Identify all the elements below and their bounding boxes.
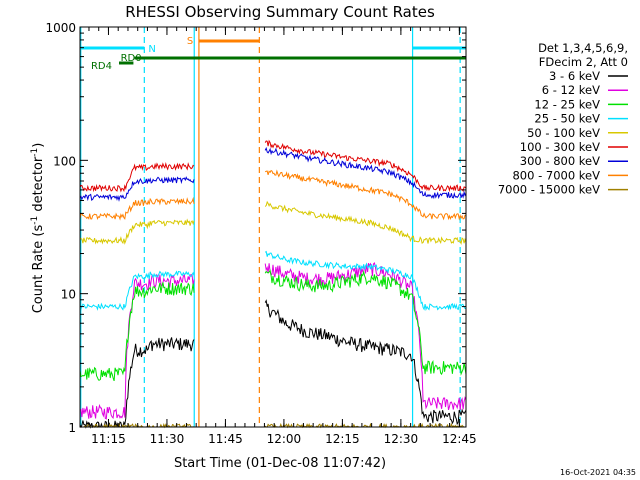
legend-label-0: 3 - 6 keV xyxy=(549,69,600,83)
y-axis-label-prefix: Count Rate (s xyxy=(31,225,46,314)
flag-label-rd0: RD0 xyxy=(121,53,142,64)
legend-label-2: 12 - 25 keV xyxy=(534,97,600,111)
y-axis-label-sup1: -1 xyxy=(30,216,40,225)
x-tick-label-4: 12:15 xyxy=(325,432,360,446)
series-line-3-1 xyxy=(264,250,467,312)
y-axis-label: Count Rate (s-1 detector-1) xyxy=(30,143,46,314)
y-tick-label-3: 1000 xyxy=(45,21,76,35)
legend: Det 1,3,4,5,6,9, FDecim 2, Att 0 3 - 6 k… xyxy=(498,41,628,197)
x-tick-label-3: 12:00 xyxy=(267,432,302,446)
series-line-1-1 xyxy=(264,261,467,411)
x-tick-label-2: 11:45 xyxy=(208,432,243,446)
axes: 11:15 11:30 11:45 12:00 12:15 12:30 12:45 1 10 10… xyxy=(45,21,476,446)
legend-label-4: 50 - 100 keV xyxy=(527,126,600,140)
series-line-1-0 xyxy=(79,273,195,420)
series-line-2-0 xyxy=(79,282,195,382)
series-line-4-0 xyxy=(79,218,195,245)
series-line-6-0 xyxy=(79,176,195,202)
y-axis-label-suffix: ) xyxy=(31,143,46,148)
x-tick-label-6: 12:45 xyxy=(442,432,477,446)
vertical-markers xyxy=(80,27,461,427)
plot-frame xyxy=(79,26,467,428)
legend-label-8: 7000 - 15000 keV xyxy=(498,183,600,197)
legend-label-1: 6 - 12 keV xyxy=(542,83,600,97)
legend-label-3: 25 - 50 keV xyxy=(534,112,600,126)
series-group xyxy=(79,139,467,429)
flag-label-n: N xyxy=(148,44,155,55)
chart-title: RHESSI Observing Summary Count Rates xyxy=(125,3,435,21)
flag-bars: N S RD0 RD4 xyxy=(80,36,466,72)
legend-label-6: 300 - 800 keV xyxy=(520,154,600,168)
series-line-7-1 xyxy=(264,169,466,221)
series-line-4-1 xyxy=(264,200,467,245)
y-axis-label-mid: detector xyxy=(31,156,46,216)
legend-header-line-2: FDecim 2, Att 0 xyxy=(539,55,628,69)
y-tick-label-1: 10 xyxy=(61,288,76,302)
series-line-8-1 xyxy=(264,422,466,429)
series-line-0-1 xyxy=(264,299,467,426)
series-line-5-0 xyxy=(79,162,195,193)
series-line-3-0 xyxy=(79,270,195,312)
x-tick-label-0: 11:15 xyxy=(91,432,126,446)
legend-label-5: 100 - 300 keV xyxy=(520,140,600,154)
series-line-7-0 xyxy=(79,196,195,221)
y-tick-label-0: 1 xyxy=(68,421,76,435)
legend-label-7: 800 - 7000 keV xyxy=(512,168,600,182)
flag-label-s: S xyxy=(187,36,193,47)
legend-header-line-1: Det 1,3,4,5,6,9, xyxy=(538,41,628,55)
series-line-5-1 xyxy=(264,139,467,193)
flag-label-rd4: RD4 xyxy=(91,61,112,72)
x-tick-label-1: 11:30 xyxy=(150,432,185,446)
timestamp: 16-Oct-2021 04:35 xyxy=(560,468,636,477)
series-line-2-1 xyxy=(264,269,467,376)
y-tick-label-2: 100 xyxy=(53,154,76,168)
x-axis-label: Start Time (01-Dec-08 11:07:42) xyxy=(174,456,386,471)
x-tick-label-5: 12:30 xyxy=(384,432,419,446)
series-line-6-1 xyxy=(264,146,467,200)
y-axis-label-sup2: -1 xyxy=(30,148,40,157)
